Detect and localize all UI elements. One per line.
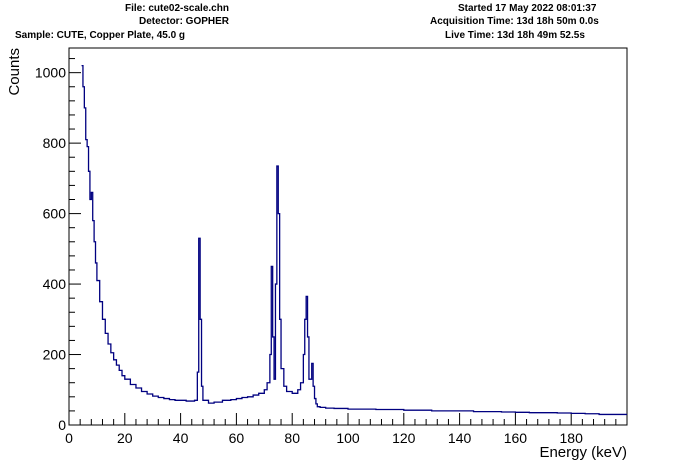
- x-tick-label: 100: [336, 430, 360, 446]
- x-tick-label: 80: [284, 430, 300, 446]
- plot-frame: [68, 47, 628, 426]
- tick-labels: 0 20 40 60 80 100 120 140 160 180 0 200 400 600 800 100…: [35, 65, 583, 446]
- spectrum-line: [81, 64, 627, 416]
- x-tick-label: 60: [229, 430, 245, 446]
- x-tick-label: 160: [504, 430, 528, 446]
- x-axis-label: Energy (keV): [539, 444, 627, 461]
- header-sample: Sample: CUTE, Copper Plate, 45.0 g: [15, 30, 186, 41]
- x-tick-label: 120: [392, 430, 416, 446]
- x-tick-label: 40: [173, 430, 189, 446]
- x-tick-label: 180: [560, 430, 584, 446]
- x-tick-label: 20: [117, 430, 133, 446]
- header-start-time: Started 17 May 2022 08:01:37: [458, 3, 597, 14]
- header-file-name: File: cute02-scale.chn: [125, 3, 229, 14]
- y-tick-label: 600: [43, 206, 67, 222]
- x-tick-label: 0: [65, 430, 73, 446]
- header-live-time: Live Time: 13d 18h 49m 52.5s: [445, 30, 585, 41]
- header-detector: Detector: GOPHER: [139, 16, 230, 27]
- y-tick-label: 200: [43, 347, 67, 363]
- header-acquisition-time: Acquisition Time: 13d 18h 50m 0.0s: [430, 16, 599, 27]
- y-tick-label: 1000: [35, 65, 66, 81]
- axis-ticks: [68, 58, 617, 426]
- y-tick-label: 400: [43, 276, 67, 292]
- y-tick-label: 0: [58, 417, 66, 433]
- y-tick-label: 800: [43, 135, 67, 151]
- x-tick-label: 140: [448, 430, 472, 446]
- y-axis-label: Counts: [6, 48, 23, 96]
